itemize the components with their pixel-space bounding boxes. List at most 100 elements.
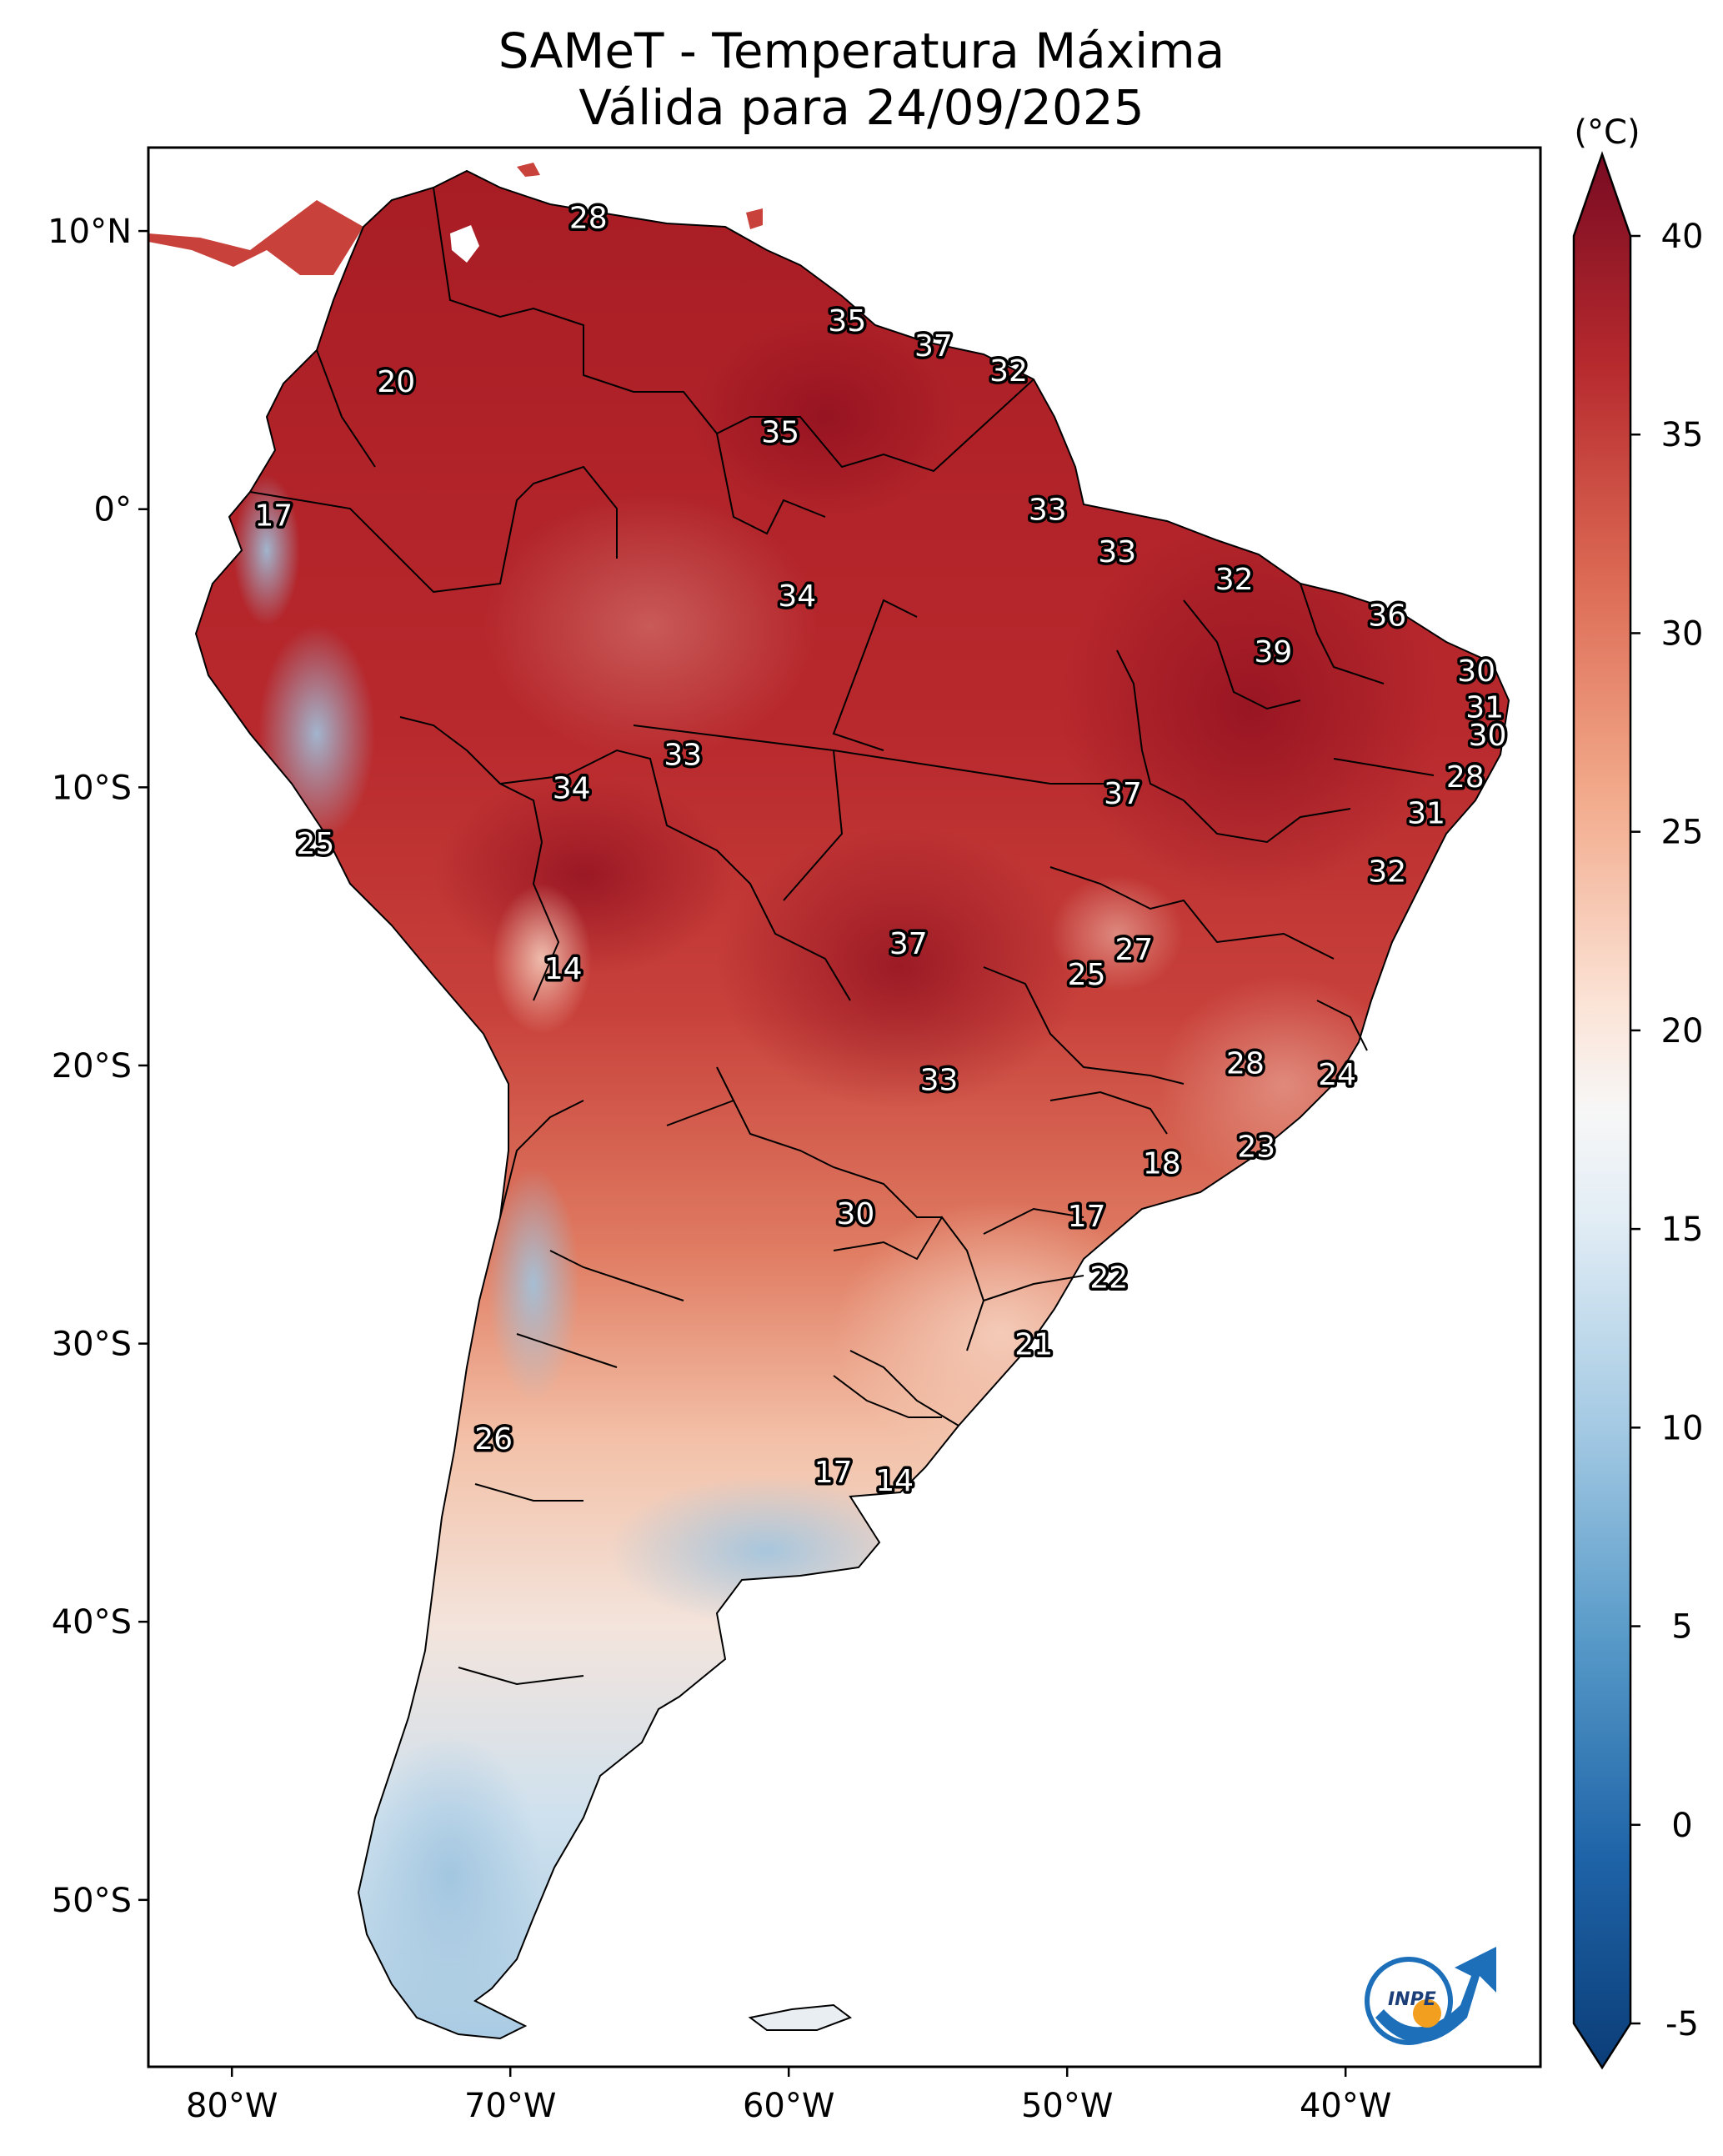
border-peru-bolivia — [399, 716, 560, 1001]
station-temperature-label: 33 — [920, 1064, 959, 1098]
map-frame — [147, 146, 1542, 2068]
lat-tick-label: 10°N — [48, 213, 132, 251]
station-temperature-label: 33 — [664, 738, 702, 772]
border-bolivia-paraguay — [716, 1066, 942, 1218]
map-title: SAMeT - Temperatura Máxima — [498, 23, 1225, 79]
station-temperature-label: 37 — [889, 927, 928, 961]
border-argentina-provinces-3 — [516, 1333, 618, 1368]
border-espirito-santo — [1316, 1000, 1368, 1051]
border-mato-grosso-do-sul — [983, 966, 1185, 1085]
border-bahia-north — [1183, 800, 1351, 844]
inpe-logo: INPE — [1365, 1947, 1496, 2045]
station-temperature-label: 32 — [989, 354, 1028, 389]
altiplano-mild-area — [492, 884, 592, 1034]
station-temperature-label: 35 — [761, 415, 799, 449]
border-santa-catarina — [983, 1275, 1084, 1301]
border-piaui-ceara — [1300, 583, 1385, 684]
border-argentina-bolivia — [666, 1100, 734, 1126]
lon-tick-label: 50°W — [1021, 2087, 1113, 2125]
station-temperature-label: 37 — [1104, 777, 1142, 811]
colorbar-tick-label: 20 — [1661, 1012, 1704, 1050]
colorbar-tick-label: 5 — [1671, 1608, 1692, 1647]
lon-tick-label: 40°W — [1300, 2087, 1391, 2125]
hot-core-central — [717, 825, 1084, 1109]
caribbean-island — [517, 163, 540, 177]
station-temperature-label: 17 — [254, 499, 293, 533]
central-andes-cool-area — [488, 1167, 579, 1401]
map-subtitle: Válida para 24/09/2025 — [579, 79, 1144, 136]
lon-tick-label: 80°W — [186, 2087, 278, 2125]
border-argentina-provinces-2 — [549, 1250, 684, 1301]
station-temperature-label: 28 — [569, 201, 608, 235]
border-argentina-provinces-1 — [833, 1375, 942, 1418]
border-chile-argentina-north — [499, 1100, 584, 1218]
trinidad-island — [746, 208, 763, 229]
border-amazonas-rondonia — [633, 725, 844, 901]
lon-tick-label: 60°W — [743, 2087, 834, 2125]
colorbar-unit: (°C) — [1574, 113, 1640, 152]
patagonia-cool-area — [358, 1734, 542, 2018]
station-temperature-label: 17 — [1068, 1200, 1106, 1234]
station-temperature-label: 18 — [1143, 1147, 1181, 1181]
station-temperature-label: 30 — [836, 1197, 874, 1231]
border-parana — [983, 1207, 1084, 1235]
central-america — [148, 200, 363, 275]
lat-tick-label: 20°S — [52, 1047, 132, 1086]
political-borders — [249, 187, 1435, 1686]
logo-ring — [1365, 1957, 1453, 2045]
amazon-warm-area — [483, 492, 817, 759]
border-pernambuco — [1333, 758, 1435, 776]
colorbar-ticks: -5 0 5 10 15 20 25 30 35 40 — [1630, 218, 1703, 2043]
border-colombia-peru — [249, 465, 618, 594]
hot-core-north — [692, 317, 959, 517]
station-temperature-label: 21 — [1014, 1328, 1053, 1362]
station-temperature-label: 14 — [875, 1464, 914, 1498]
station-temperature-label: 30 — [1469, 719, 1507, 753]
station-temperature-label: 26 — [474, 1422, 513, 1457]
border-uruguay — [849, 1350, 959, 1426]
station-temperature-label: 34 — [553, 771, 591, 805]
station-temperature-label: 31 — [1465, 691, 1504, 725]
station-temperature-label: 27 — [1114, 933, 1153, 967]
map-panel: 10°N 0° 10°S 20°S 30°S 40°S 50°S 80°W 70°W 60°W 50… — [48, 146, 1542, 2125]
station-temperature-label: 33 — [1029, 494, 1067, 528]
station-temperature-label: 30 — [1457, 654, 1495, 689]
logo-dot — [1413, 1999, 1441, 2028]
lake-maracaibo — [450, 225, 479, 263]
station-temperature-label: 25 — [1068, 958, 1106, 992]
lat-tick-label: 10°S — [52, 769, 132, 807]
station-temperature-label: 37 — [914, 329, 953, 364]
station-temperature-label: 22 — [1089, 1261, 1128, 1296]
station-temperature-label: 24 — [1318, 1058, 1356, 1092]
station-temperature-label: 14 — [544, 952, 583, 986]
coastline — [194, 169, 1510, 2040]
border-venezuela-colombia — [433, 187, 718, 434]
station-temperature-label: 20 — [377, 365, 415, 399]
station-temperature-label: 17 — [814, 1456, 853, 1490]
station-temperature-label: 32 — [1215, 563, 1254, 597]
station-temperature-label: 36 — [1368, 599, 1406, 633]
colorbar-tick-label: 0 — [1671, 1807, 1692, 1845]
hot-core-northeast — [1059, 517, 1442, 900]
border-mato-grosso-north — [833, 750, 1117, 785]
station-temperature-label: 35 — [828, 304, 866, 338]
colorbar-tick-label: 15 — [1661, 1211, 1704, 1249]
colorbar-tick-label: 25 — [1661, 814, 1704, 852]
border-argentina-provinces-5 — [458, 1667, 584, 1686]
border-maranhao-piaui — [1183, 599, 1301, 710]
lat-tick-label: 50°S — [52, 1882, 132, 1920]
station-temperature-label: 28 — [1446, 760, 1485, 795]
falkland-islands — [748, 2003, 853, 2031]
goias-warm-area — [1050, 875, 1184, 992]
colorbar-tick-label: 30 — [1661, 614, 1704, 653]
lat-tick-label: 0° — [94, 491, 132, 529]
border-guianas-brazil — [716, 379, 1034, 473]
station-temperature-label: 23 — [1237, 1131, 1275, 1165]
colorbar-tick-label: 10 — [1661, 1409, 1704, 1447]
station-temperature-label: 25 — [296, 827, 334, 861]
lat-tick-label: 30°S — [52, 1326, 132, 1364]
border-amazonas-para — [832, 599, 918, 751]
station-temperature-label: 28 — [1226, 1047, 1265, 1081]
temperature-anomaly-overlays — [233, 317, 1442, 2018]
